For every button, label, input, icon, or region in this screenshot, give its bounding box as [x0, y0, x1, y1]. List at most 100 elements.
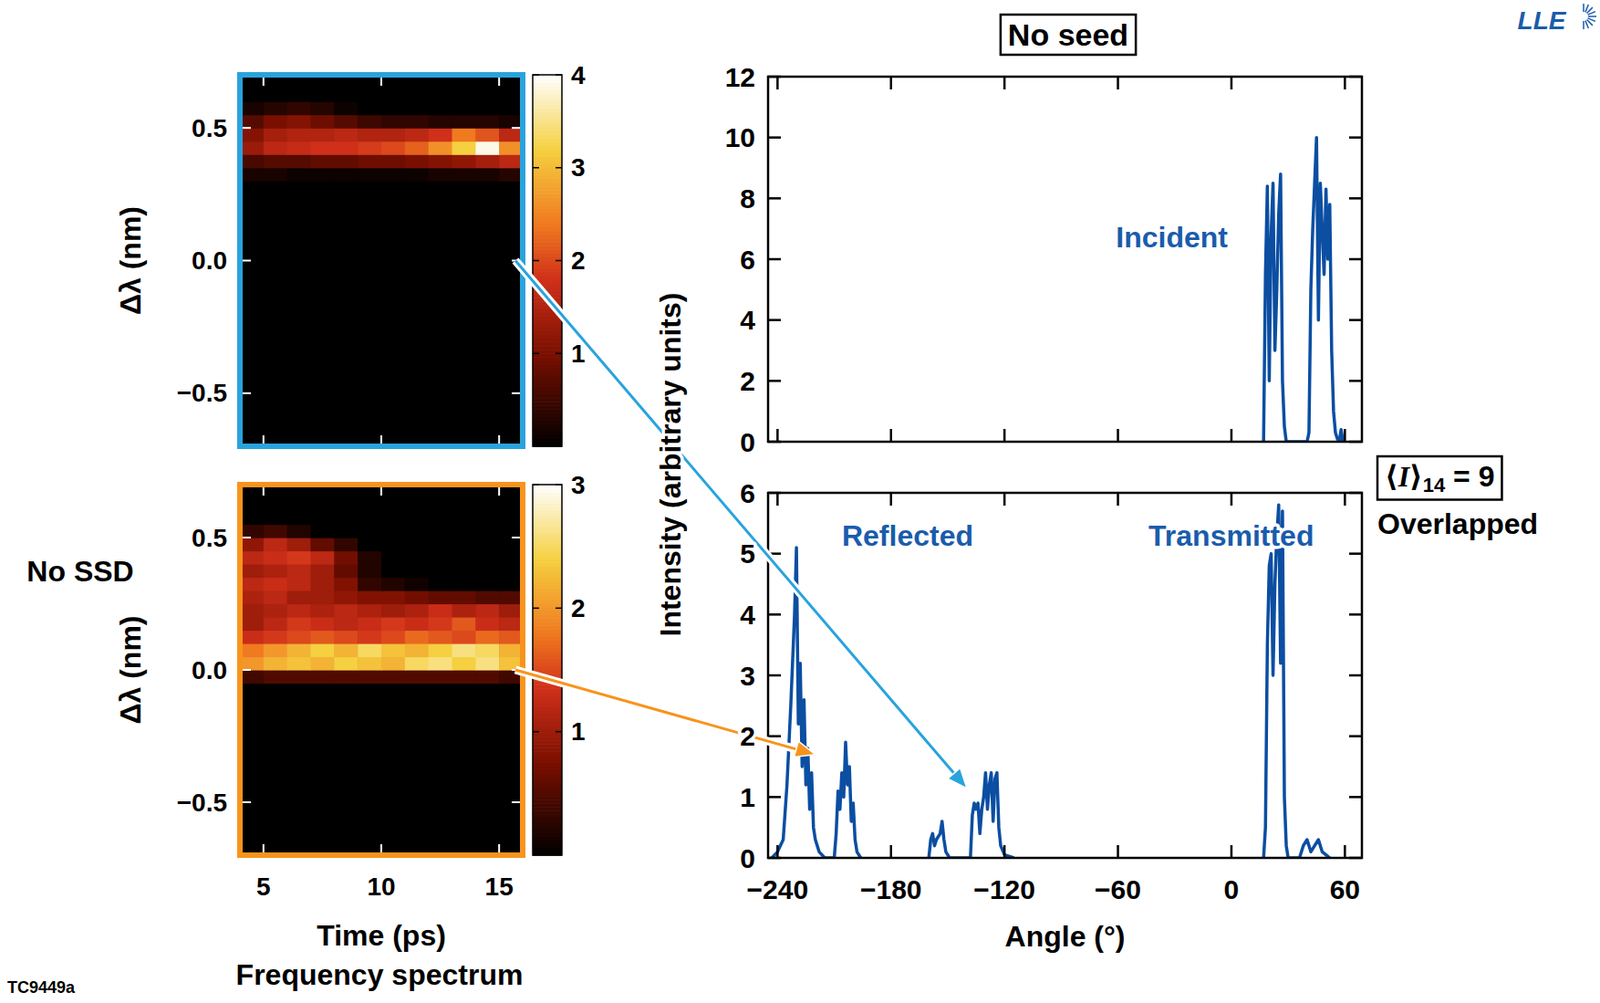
- heat-cell: [381, 233, 406, 248]
- heat-cell: [357, 696, 382, 710]
- heat-cell: [428, 101, 453, 115]
- x-tick: [1230, 844, 1234, 858]
- heat-cell: [357, 577, 382, 592]
- heat-cell: [498, 775, 523, 790]
- colorbar-slice: [532, 345, 562, 351]
- heat-cell: [357, 114, 382, 129]
- colorbar-slice: [532, 137, 562, 143]
- heat-cell: [239, 498, 264, 512]
- colorbar-slice: [532, 632, 562, 637]
- heat-cell: [381, 815, 406, 830]
- heat-cell: [475, 789, 499, 803]
- heat-cell: [287, 313, 312, 328]
- heat-cell: [428, 379, 453, 394]
- heat-cell: [287, 141, 312, 156]
- colorbar-slice: [532, 577, 562, 582]
- heat-cell: [357, 101, 382, 115]
- colorbar-slice: [532, 736, 562, 741]
- heat-cell: [498, 722, 523, 737]
- colorbar-slice: [532, 791, 562, 797]
- y-tick: [768, 612, 781, 616]
- colorbar-slice: [532, 592, 562, 597]
- heat-cell: [475, 141, 499, 156]
- heat-cell: [405, 577, 429, 592]
- x-tick: [1116, 844, 1120, 858]
- logo: LLE: [1517, 6, 1568, 35]
- average-part: ⟨: [1384, 459, 1399, 493]
- texts: −0.50.00.5Δλ (nm)123451015−0.50.00.5Δλ (…: [7, 6, 1568, 998]
- heat-cell: [498, 696, 523, 710]
- heat-cell: [287, 233, 312, 248]
- heat-cell: [333, 167, 358, 182]
- colorbar-slice: [532, 665, 562, 671]
- heat-cell: [498, 180, 523, 195]
- heat-cell: [287, 683, 312, 697]
- colorbar-slice: [532, 424, 562, 429]
- heat-cell: [452, 154, 477, 168]
- heat-cell: [405, 709, 429, 724]
- heat-cell: [333, 114, 358, 129]
- heat-cell: [263, 313, 288, 328]
- colorbar-slice: [532, 728, 562, 734]
- heat-cell: [263, 233, 288, 248]
- heat-cell: [428, 353, 453, 367]
- heat-cell: [405, 722, 429, 737]
- heat-cell: [357, 630, 382, 645]
- heat-cell: [239, 247, 264, 261]
- colorbar-slice: [532, 360, 562, 365]
- heat-cell: [428, 273, 453, 288]
- heat-cell: [287, 393, 312, 407]
- colorbar-slice: [532, 687, 562, 693]
- heatmap-cells: [239, 484, 523, 855]
- heat-cell: [357, 815, 382, 830]
- heat-cell: [287, 550, 312, 565]
- heat-cell: [452, 656, 477, 671]
- heat-cell: [452, 313, 477, 328]
- colorbar-slice: [532, 167, 562, 173]
- heat-cell: [428, 510, 453, 525]
- heat-cell: [357, 709, 382, 724]
- heat-cell: [498, 828, 523, 842]
- heat-cell: [498, 273, 523, 288]
- heat-cell: [357, 616, 382, 631]
- colorbar-slice: [532, 219, 562, 225]
- y-tick: [768, 734, 781, 738]
- y-tick: [768, 197, 781, 200]
- y-axis-title: Δλ (nm): [114, 615, 147, 725]
- heat-cell: [333, 353, 358, 367]
- heat-cell: [381, 722, 406, 737]
- heat-cell: [475, 114, 499, 129]
- colorbar-slice: [532, 104, 562, 110]
- figure-title: No seed: [1007, 17, 1129, 52]
- heat-cell: [428, 88, 453, 103]
- colorbar-slice: [532, 145, 562, 150]
- heat-cell: [357, 603, 382, 618]
- heat-cell: [405, 563, 429, 578]
- heat-cell: [287, 127, 312, 142]
- heat-cell: [263, 326, 288, 341]
- heat-cell: [333, 669, 358, 684]
- colorbar-slice: [532, 241, 562, 247]
- heat-cell: [498, 683, 523, 697]
- colorbar-tick: [555, 259, 562, 262]
- heat-cell: [287, 419, 312, 434]
- heat-cell: [239, 379, 264, 394]
- heat-cell: [357, 353, 382, 367]
- colorbar-slice: [532, 795, 562, 800]
- colorbar-slice: [532, 342, 562, 347]
- heat-cell: [263, 273, 288, 288]
- x-tick: [1230, 492, 1234, 506]
- heat-cell: [452, 643, 477, 657]
- heat-cell: [405, 510, 429, 525]
- heat-cell: [263, 736, 288, 750]
- heat-cell: [239, 167, 264, 182]
- x-tick: [890, 76, 894, 90]
- heat-cell: [381, 683, 406, 697]
- colorbar-slice: [532, 565, 562, 571]
- heat-cell: [357, 379, 382, 394]
- colorbar-slice: [532, 405, 562, 410]
- x-tick-label: −240: [747, 873, 810, 904]
- heat-cell: [311, 154, 335, 168]
- heat-cell: [311, 563, 335, 578]
- heat-cell: [405, 379, 429, 394]
